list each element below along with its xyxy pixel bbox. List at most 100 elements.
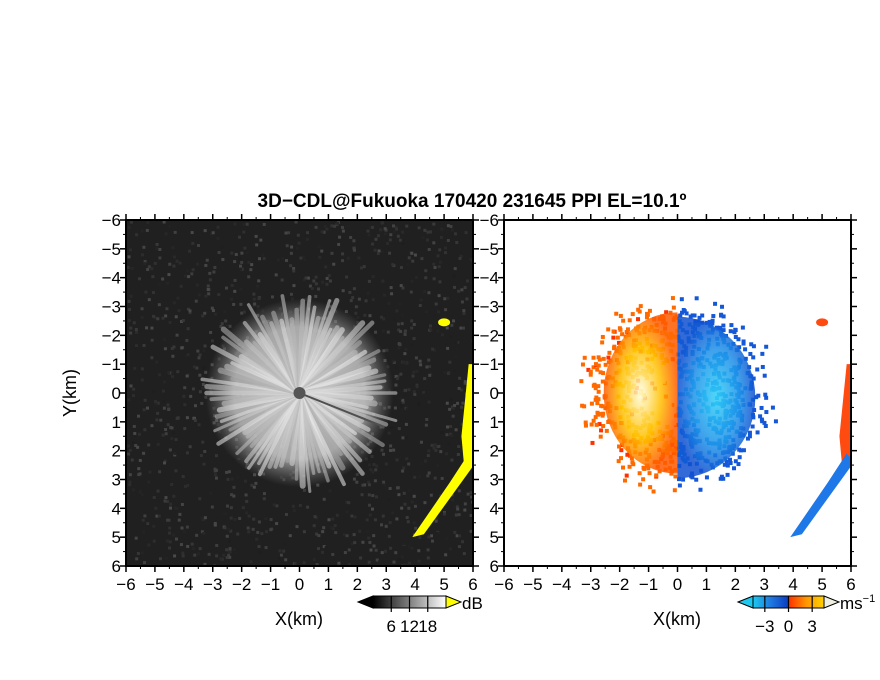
snr-noise-pixel xyxy=(417,549,421,553)
velocity-echo-pixel xyxy=(720,304,725,309)
snr-noise-pixel xyxy=(363,483,367,487)
snr-noise-pixel xyxy=(133,431,137,435)
snr-noise-pixel xyxy=(334,531,338,535)
snr-noise-pixel xyxy=(163,347,167,351)
snr-noise-pixel xyxy=(229,516,233,520)
snr-noise-pixel xyxy=(151,291,155,295)
snr-noise-pixel xyxy=(449,224,453,228)
snr-noise-pixel xyxy=(135,347,139,351)
snr-noise-pixel xyxy=(232,302,236,306)
snr-noise-pixel xyxy=(206,287,210,291)
snr-noise-pixel xyxy=(206,284,210,288)
snr-noise-pixel xyxy=(136,551,140,555)
velocity-colorbar-tick-label: 0 xyxy=(784,617,793,636)
snr-noise-pixel xyxy=(238,257,242,261)
velocity-echo-pixel xyxy=(624,473,629,478)
snr-noise-pixel xyxy=(155,360,159,364)
snr-noise-pixel xyxy=(328,489,332,493)
snr-noise-pixel xyxy=(381,329,385,333)
snr-noise-pixel xyxy=(389,448,393,452)
snr-noise-pixel xyxy=(270,295,274,299)
snr-noise-pixel xyxy=(305,237,309,241)
snr-noise-pixel xyxy=(233,278,237,282)
snr-noise-pixel xyxy=(243,246,247,250)
velocity-echo-pixel xyxy=(754,395,759,400)
velocity-echo-pixel xyxy=(646,466,651,471)
snr-noise-pixel xyxy=(233,517,237,521)
snr-noise-pixel xyxy=(215,554,219,558)
snr-noise-pixel xyxy=(440,430,444,434)
snr-noise-pixel xyxy=(407,462,411,466)
snr-noise-pixel xyxy=(152,496,156,500)
snr-noise-pixel xyxy=(314,225,318,229)
velocity-echo-pixel xyxy=(751,376,756,381)
velocity-echo-pixel xyxy=(597,357,602,362)
snr-noise-pixel xyxy=(386,330,390,334)
velocity-echo-pixel xyxy=(629,456,634,461)
velocity-hard-target-edge xyxy=(839,364,851,468)
snr-noise-pixel xyxy=(423,393,427,397)
velocity-echo-pixel xyxy=(748,351,753,356)
velocity-echo-pixel xyxy=(600,334,605,339)
velocity-colorbar-unit-base: ms xyxy=(840,594,863,613)
snr-noise-pixel xyxy=(434,302,438,306)
snr-noise-pixel xyxy=(134,536,138,540)
snr-noise-pixel xyxy=(431,347,435,351)
velocity-echo-pixel xyxy=(763,392,768,397)
snr-noise-pixel xyxy=(185,374,189,378)
snr-noise-pixel xyxy=(418,304,422,308)
snr-noise-pixel xyxy=(341,289,345,293)
velocity-echo-pixel xyxy=(690,475,695,480)
snr-noise-pixel xyxy=(454,428,458,432)
snr-noise-pixel xyxy=(169,506,173,510)
snr-noise-pixel xyxy=(164,314,168,318)
velocity-echo-pixel xyxy=(627,453,632,458)
snr-noise-pixel xyxy=(382,349,386,353)
velocity-x-tick-label: 3 xyxy=(760,575,769,594)
snr-noise-pixel xyxy=(368,540,372,544)
snr-noise-pixel xyxy=(147,480,151,484)
snr-noise-pixel xyxy=(254,481,258,485)
snr-noise-pixel xyxy=(181,554,185,558)
snr-noise-pixel xyxy=(151,275,155,279)
snr-noise-pixel xyxy=(360,493,364,497)
snr-noise-pixel xyxy=(165,281,169,285)
snr-noise-pixel xyxy=(156,489,160,493)
velocity-echo-pixel xyxy=(580,403,585,408)
snr-noise-pixel xyxy=(304,234,308,238)
snr-noise-pixel xyxy=(325,227,329,231)
snr-noise-pixel xyxy=(405,224,409,228)
snr-noise-pixel xyxy=(156,239,160,243)
snr-noise-pixel xyxy=(457,545,461,549)
snr-noise-pixel xyxy=(370,454,374,458)
velocity-echo-pixel xyxy=(631,462,636,467)
snr-noise-pixel xyxy=(457,445,461,449)
velocity-echo-pixel xyxy=(648,485,653,490)
snr-noise-pixel xyxy=(448,360,452,364)
snr-noise-pixel xyxy=(144,290,148,294)
snr-noise-pixel xyxy=(181,551,185,555)
velocity-echo-pixel xyxy=(601,423,606,428)
snr-noise-pixel xyxy=(214,476,218,480)
snr-noise-pixel xyxy=(424,459,428,463)
snr-noise-pixel xyxy=(233,289,237,293)
snr-noise-pixel xyxy=(230,251,234,255)
snr-noise-pixel xyxy=(216,225,220,229)
snr-noise-pixel xyxy=(181,475,185,479)
snr-noise-pixel xyxy=(458,436,462,440)
velocity-echo-pixel xyxy=(764,395,769,400)
snr-noise-pixel xyxy=(142,245,146,249)
velocity-echo-pixel xyxy=(760,419,765,424)
snr-noise-pixel xyxy=(164,556,168,560)
snr-noise-pixel xyxy=(423,501,427,505)
velocity-echo-pixel xyxy=(619,448,624,453)
snr-noise-pixel xyxy=(197,293,201,297)
velocity-x-tick-label: −3 xyxy=(581,575,600,594)
snr-noise-pixel xyxy=(452,319,456,323)
snr-noise-pixel xyxy=(382,293,386,297)
snr-noise-pixel xyxy=(201,386,205,390)
snr-noise-pixel xyxy=(392,230,396,234)
snr-y-tick-label: 3 xyxy=(112,471,121,490)
snr-noise-pixel xyxy=(132,321,136,325)
